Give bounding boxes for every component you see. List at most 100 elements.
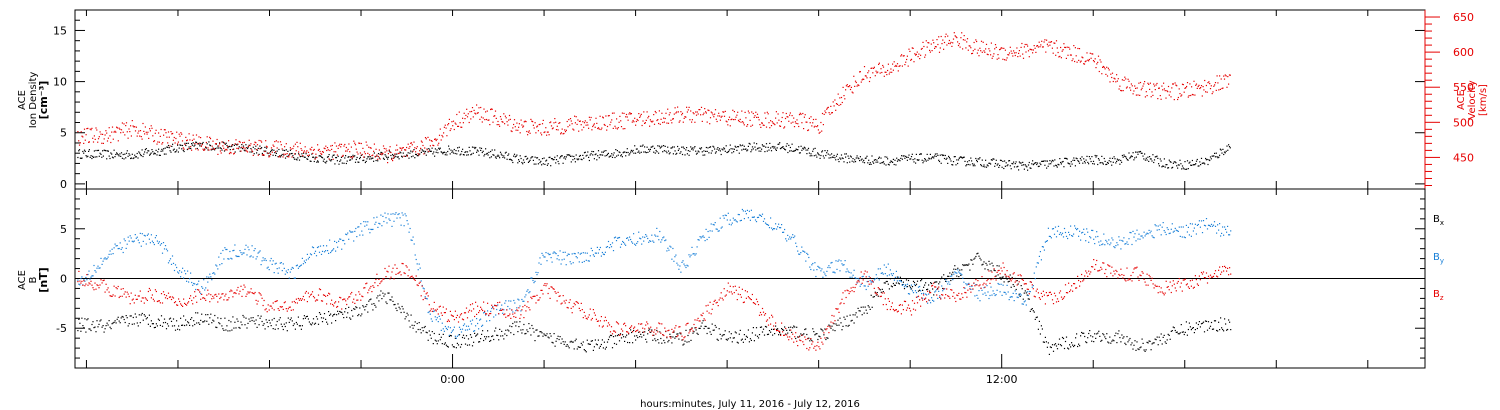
- data-point: [865, 309, 867, 311]
- data-point: [1118, 159, 1120, 161]
- data-point: [195, 312, 197, 314]
- data-point: [113, 149, 115, 151]
- data-point: [825, 338, 827, 341]
- data-point: [601, 151, 603, 153]
- data-point: [487, 330, 489, 332]
- data-point: [1082, 332, 1084, 334]
- data-point: [1198, 84, 1200, 86]
- data-point: [595, 153, 597, 155]
- data-point: [155, 129, 157, 131]
- data-point: [174, 264, 177, 266]
- data-point: [1081, 156, 1083, 158]
- data-point: [307, 156, 310, 158]
- data-point: [149, 128, 151, 130]
- data-point: [686, 341, 688, 343]
- data-point: [563, 157, 565, 159]
- data-point: [443, 330, 445, 332]
- data-point: [866, 281, 868, 283]
- data-point: [742, 121, 744, 123]
- data-point: [1036, 45, 1039, 47]
- data-point: [414, 321, 416, 323]
- data-point: [1097, 61, 1099, 63]
- data-point: [455, 337, 457, 339]
- data-point: [812, 150, 814, 152]
- data-point: [533, 163, 535, 165]
- data-point: [965, 165, 967, 167]
- data-point: [951, 273, 953, 275]
- data-point: [805, 328, 807, 330]
- data-point: [566, 154, 568, 156]
- data-point: [560, 263, 562, 265]
- data-point: [565, 345, 567, 347]
- data-point: [448, 145, 450, 147]
- data-point: [1065, 336, 1068, 338]
- data-point: [915, 53, 917, 55]
- data-point: [1053, 344, 1056, 346]
- data-point: [827, 153, 829, 155]
- data-point: [723, 111, 725, 113]
- data-point: [212, 272, 214, 274]
- data-point: [624, 243, 626, 245]
- data-point: [886, 280, 888, 283]
- data-point: [803, 250, 805, 252]
- data-point: [470, 118, 472, 120]
- data-point: [705, 111, 707, 113]
- data-point: [894, 284, 896, 286]
- data-point: [925, 40, 927, 42]
- data-point: [1009, 274, 1011, 276]
- data-point: [438, 333, 440, 335]
- data-point: [443, 132, 445, 134]
- data-point: [366, 144, 368, 146]
- data-point: [172, 149, 174, 151]
- data-point: [793, 150, 795, 152]
- data-point: [639, 336, 641, 338]
- data-point: [134, 313, 136, 315]
- data-point: [965, 264, 967, 266]
- data-point: [1142, 155, 1144, 157]
- data-point: [1058, 164, 1060, 166]
- data-point: [1093, 341, 1095, 343]
- data-point: [363, 151, 366, 153]
- data-point: [396, 217, 398, 219]
- data-point: [279, 262, 281, 264]
- data-point: [590, 340, 592, 342]
- data-point: [507, 124, 509, 126]
- data-point: [525, 155, 527, 157]
- data-point: [991, 159, 993, 161]
- data-point: [697, 113, 699, 115]
- data-point: [451, 330, 453, 332]
- data-point: [186, 142, 188, 144]
- data-point: [639, 115, 642, 117]
- data-point: [999, 164, 1001, 167]
- data-point: [689, 256, 691, 258]
- data-point: [556, 258, 558, 260]
- data-point: [149, 153, 151, 155]
- data-point: [154, 153, 156, 155]
- data-point: [538, 124, 540, 126]
- data-point: [731, 222, 733, 224]
- data-point: [571, 123, 573, 125]
- data-point: [1022, 57, 1025, 59]
- data-point: [1136, 341, 1138, 343]
- data-point: [206, 276, 208, 278]
- data-point: [614, 125, 616, 127]
- data-point: [707, 147, 709, 149]
- data-point: [197, 142, 199, 145]
- data-point: [130, 125, 132, 127]
- data-point: [420, 147, 422, 149]
- data-point: [651, 146, 653, 148]
- data-point: [443, 151, 445, 153]
- data-point: [142, 319, 144, 321]
- data-point: [941, 276, 943, 278]
- data-point: [691, 121, 693, 123]
- data-point: [345, 150, 347, 152]
- data-point: [271, 149, 273, 151]
- data-point: [281, 153, 283, 156]
- data-point: [1062, 337, 1065, 340]
- data-point: [715, 228, 717, 230]
- data-point: [657, 145, 659, 147]
- data-point: [597, 252, 599, 254]
- data-point: [619, 151, 621, 154]
- data-point: [230, 152, 232, 154]
- data-point: [922, 297, 924, 299]
